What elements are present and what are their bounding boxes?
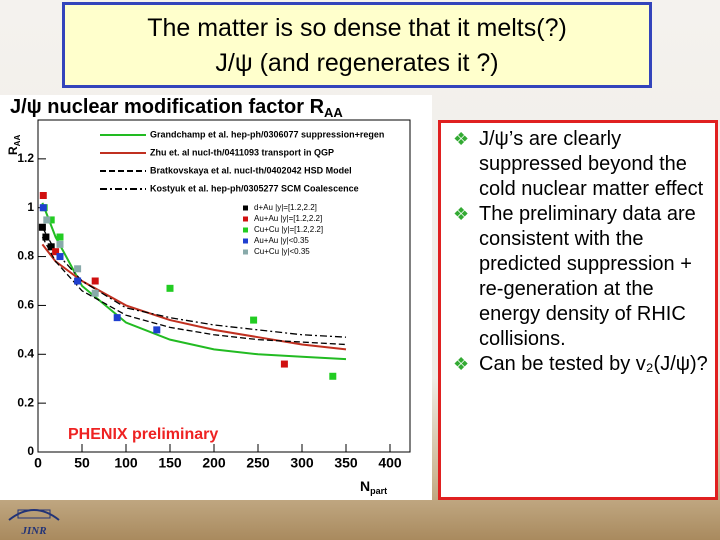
y-tick-label: 0.6 [17, 298, 34, 312]
theory-curve [41, 202, 347, 361]
data-point [113, 314, 121, 322]
legend-marker [243, 238, 248, 244]
x-label-main: N [360, 478, 370, 494]
chart-title-sub: AA [324, 105, 343, 120]
data-point [52, 248, 60, 256]
y-tick-label: 0.8 [17, 249, 34, 263]
y-label-sub: AA [13, 135, 22, 147]
data-point [91, 289, 99, 297]
x-tick-label: 400 [378, 455, 402, 471]
x-tick-label: 50 [74, 455, 90, 471]
data-point [153, 326, 161, 334]
data-point [42, 233, 50, 241]
legend-label: Kostyuk et al. hep-ph/0305277 SCM Coales… [150, 183, 359, 193]
x-tick-label: 350 [334, 455, 358, 471]
slide-title: The matter is so dense that it melts(?) … [62, 2, 652, 88]
title-line: J/ψ (and regenerates it ?) [215, 49, 499, 77]
legend-label: Bratkovskaya et al. nucl-th/0402042 HSD … [150, 165, 352, 175]
y-tick-label: 0.4 [17, 346, 34, 360]
chart: J/ψ nuclear modification factor RAA Npar… [0, 95, 432, 500]
data-point [56, 233, 64, 241]
bullet-box: J/ψ’s are clearly suppressed beyond the … [438, 120, 718, 500]
data-point [74, 277, 82, 285]
legend-label: Grandchamp et al. hep-ph/0306077 suppres… [150, 129, 384, 139]
legend-marker [243, 249, 248, 255]
y-tick-label: 0 [27, 444, 34, 458]
data-point [329, 372, 337, 380]
y-label-main: R [6, 146, 20, 155]
data-point [56, 253, 64, 261]
x-tick-label: 200 [202, 455, 226, 471]
y-axis-label: RAA [6, 135, 22, 155]
legend-label: d+Au |y|=[1.2,2.2] [254, 203, 317, 212]
x-tick-label: 300 [290, 455, 314, 471]
data-point [38, 223, 46, 231]
legend-label: Zhu et. al nucl-th/0411093 transport in … [150, 147, 334, 157]
theory-curve [41, 226, 347, 338]
y-tick-label: 0.2 [17, 395, 34, 409]
legend-marker [243, 216, 248, 222]
y-tick-label: 1.2 [17, 151, 34, 165]
data-point [74, 265, 82, 273]
data-point [56, 240, 64, 248]
x-tick-label: 100 [114, 455, 138, 471]
chart-title: J/ψ nuclear modification factor RAA [10, 96, 343, 120]
x-tick-label: 150 [158, 455, 182, 471]
data-point [91, 277, 99, 285]
logo-text: JINR [21, 525, 47, 537]
x-tick-label: 250 [246, 455, 270, 471]
annotation: PHENIX preliminary [68, 426, 218, 443]
bullet: Can be tested by v₂(J/ψ)? [447, 352, 709, 377]
theory-curve [41, 236, 347, 346]
data-point [166, 284, 174, 292]
x-axis-label: Npart [360, 478, 387, 497]
plot-frame [37, 119, 411, 453]
logo: JINR [4, 500, 64, 538]
chart-title-main: J/ψ nuclear modification factor R [10, 96, 325, 118]
legend-marker [243, 227, 248, 233]
data-point [39, 204, 47, 212]
legend-label: Cu+Cu |y|<0.35 [254, 247, 310, 256]
legend-marker [243, 205, 248, 211]
data-point [47, 243, 55, 251]
logo-emblem [8, 509, 60, 521]
bullet: J/ψ’s are clearly suppressed beyond the … [447, 127, 709, 202]
x-tick-label: 0 [34, 455, 42, 471]
data-point [280, 360, 288, 368]
legend-label: Cu+Cu |y|=[1.2,2.2] [254, 225, 323, 234]
legend-label: Au+Au |y|=[1.2,2.2] [254, 214, 322, 223]
bullet: The preliminary data are consistent with… [447, 202, 709, 352]
data-point [43, 216, 51, 224]
theory-curve [41, 243, 347, 351]
data-point [250, 316, 258, 324]
data-point [39, 192, 47, 199]
y-tick-label: 1 [27, 200, 34, 214]
x-label-sub: part [370, 486, 387, 496]
legend-label: Au+Au |y|<0.35 [254, 236, 309, 245]
title-line: The matter is so dense that it melts(?) [147, 14, 567, 42]
data-point [47, 216, 55, 224]
